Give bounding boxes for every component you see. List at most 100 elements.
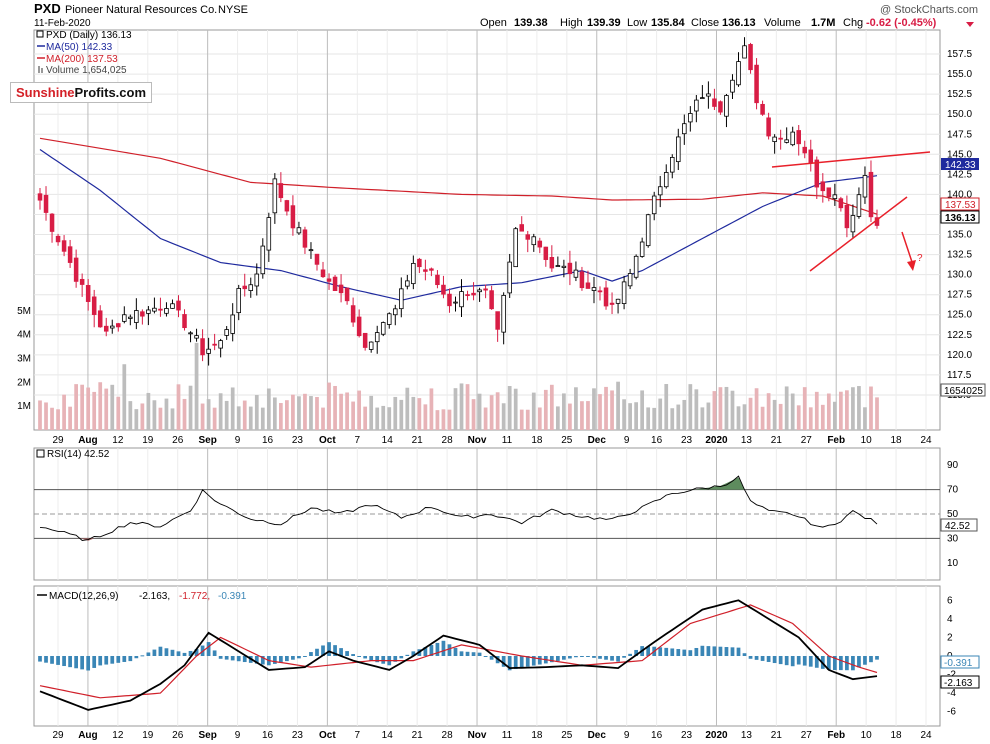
- candle-body: [663, 172, 669, 188]
- volume-bar: [393, 396, 398, 430]
- macd-histogram-bar: [857, 656, 861, 668]
- volume-bar: [784, 386, 789, 430]
- macd-histogram-bar: [778, 656, 783, 665]
- support-trendline: [809, 196, 908, 272]
- volume-bar: [309, 396, 313, 430]
- macd-histogram-bar: [393, 656, 398, 662]
- macd-legend-name: MACD(12,26,9): [49, 591, 118, 602]
- volume-bar: [254, 395, 259, 430]
- candle-body: [320, 269, 326, 278]
- candle-body: [537, 240, 543, 248]
- macd-histogram-bar: [327, 642, 331, 656]
- volume-bar: [146, 392, 151, 430]
- candle-body: [278, 183, 284, 199]
- macd-histogram-bar: [116, 656, 121, 663]
- candle-body: [122, 314, 127, 322]
- macd-histogram-bar: [724, 647, 729, 656]
- macd-histogram-bar: [260, 656, 265, 665]
- macd-histogram-bar: [832, 656, 837, 671]
- candle-body: [423, 269, 428, 272]
- volume-bar: [465, 384, 470, 430]
- rsi-tick-label: 90: [947, 460, 959, 471]
- volume-bar: [489, 395, 494, 430]
- volume-bar: [104, 388, 109, 430]
- macd-histogram-bar: [68, 656, 72, 668]
- macd-histogram-bar: [580, 656, 584, 657]
- volume-label: Volume: [764, 17, 801, 29]
- macd-histogram-bar: [688, 650, 693, 656]
- macd-histogram-bar: [730, 647, 735, 656]
- volume-bar: [483, 407, 488, 430]
- volume-bar: [598, 394, 602, 430]
- volume-bar: [495, 392, 500, 430]
- candle-body: [296, 227, 302, 234]
- candle-body: [188, 332, 193, 335]
- macd-histogram-bar: [562, 656, 566, 660]
- candle-body: [399, 288, 404, 310]
- macd-histogram-bar: [616, 656, 620, 662]
- volume-bar: [399, 399, 404, 430]
- macd-histogram-bar: [664, 647, 669, 656]
- date-tick-label: Nov: [468, 435, 487, 446]
- volume-bar: [820, 404, 825, 430]
- macd-histogram-bar: [555, 656, 560, 661]
- volume-bar: [194, 342, 199, 430]
- date-tick-label: 14: [382, 435, 394, 446]
- volume-bar: [68, 406, 72, 430]
- rsi-tick-label: 70: [947, 485, 959, 496]
- macd-histogram-bar: [351, 654, 355, 656]
- candle-body: [302, 229, 308, 248]
- volume-bar: [531, 392, 536, 430]
- date-tick-label: 25: [561, 730, 573, 741]
- macd-histogram-bar: [74, 656, 78, 669]
- volume-bar: [580, 401, 584, 430]
- price-tick-label: 152.5: [947, 89, 972, 100]
- volume-bar: [845, 390, 849, 430]
- macd-histogram-bar: [405, 654, 410, 656]
- price-tick-label: 130.0: [947, 270, 972, 281]
- candle-body: [633, 255, 639, 278]
- macd-histogram-bar: [134, 656, 139, 659]
- candle-body: [453, 301, 458, 304]
- macd-histogram-bar: [622, 656, 626, 658]
- price-tick-label: 157.5: [947, 49, 972, 60]
- macd-histogram-bar: [122, 656, 127, 662]
- volume-bar: [206, 399, 211, 430]
- candle-body: [694, 99, 699, 112]
- company-name: Pioneer Natural Resources Co.: [65, 4, 217, 16]
- macd-histogram-bar: [92, 656, 97, 668]
- macd-histogram-bar: [140, 655, 145, 657]
- candle-body: [49, 213, 55, 232]
- candle-body: [501, 295, 506, 333]
- macd-histogram-bar: [592, 656, 596, 658]
- volume-bar: [140, 403, 145, 430]
- volume-bar: [86, 387, 91, 430]
- volume-bar: [92, 391, 97, 430]
- price-x-axis: 29 Aug 12 19 26 Sep 9 16 23 Oct 7 14 21 28 Nov 11 18 25 De…: [52, 435, 932, 446]
- sunshine-profits-logo: SunshineProfits.com: [10, 82, 153, 103]
- date-tick-label: 23: [292, 730, 304, 741]
- candle-body: [802, 146, 808, 154]
- volume-bar: [682, 399, 687, 430]
- macd-signal-line: [39, 604, 878, 699]
- volume-bar: [441, 409, 446, 430]
- macd-histogram-bar: [670, 648, 675, 656]
- candle-body: [591, 287, 597, 291]
- date-tick-label: 24: [920, 435, 932, 446]
- volume-bar: [158, 407, 163, 430]
- macd-histogram-bar: [224, 656, 229, 660]
- candle-body: [405, 280, 410, 287]
- candle-body: [362, 332, 368, 348]
- macd-histogram-bar: [646, 646, 651, 656]
- candle-body: [116, 323, 121, 328]
- candle-body: [742, 45, 747, 59]
- volume-bar: [405, 387, 410, 430]
- date-tick-label: 10: [861, 730, 873, 741]
- badge-macd-text: -2.163: [944, 678, 973, 689]
- candle-body: [543, 246, 549, 260]
- volume-bar: [387, 407, 392, 430]
- date-tick-label: 14: [382, 730, 394, 741]
- volume-bar: [664, 384, 669, 430]
- copyright: @ StockCharts.com: [880, 4, 978, 16]
- macd-histogram-bar: [80, 656, 85, 670]
